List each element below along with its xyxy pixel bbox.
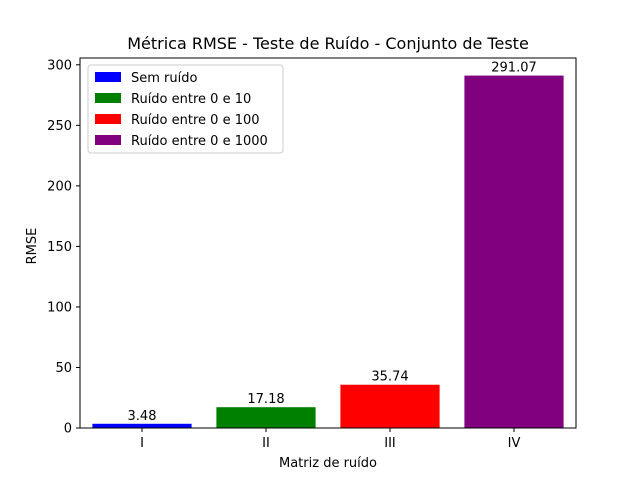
legend-entry: Sem ruído xyxy=(131,71,197,86)
bar-IV xyxy=(464,75,564,428)
legend-swatch xyxy=(95,72,121,82)
data-label-III: 35.74 xyxy=(371,370,408,385)
y-tick-label: 100 xyxy=(47,300,72,315)
y-tick-label: 50 xyxy=(55,361,72,376)
chart-title: Métrica RMSE - Teste de Ruído - Conjunto… xyxy=(127,34,529,53)
y-tick-label: 150 xyxy=(47,240,72,255)
data-labels-group: 3.48 17.18 35.74 291.07 xyxy=(128,61,537,424)
legend-swatch xyxy=(95,93,121,103)
bars-group xyxy=(92,75,564,428)
legend-swatch xyxy=(95,135,121,145)
legend-entry: Ruído entre 0 e 1000 xyxy=(131,134,268,149)
x-axis-label: Matriz de ruído xyxy=(279,456,377,471)
x-tick-label: II xyxy=(262,436,270,451)
legend: Sem ruído Ruído entre 0 e 10 Ruído entre 0… xyxy=(87,64,284,154)
bar-I xyxy=(92,423,192,428)
data-label-I: 3.48 xyxy=(128,409,157,424)
bar-II xyxy=(216,407,316,428)
y-axis-label: RMSE xyxy=(25,228,40,265)
data-label-IV: 291.07 xyxy=(491,61,537,76)
bar-III xyxy=(340,384,440,428)
y-axis: 0 50 100 150 200 250 300 xyxy=(47,58,80,437)
x-tick-label: I xyxy=(140,436,144,451)
plot-frame xyxy=(79,57,577,429)
y-tick-label: 200 xyxy=(47,179,72,194)
data-label-II: 17.18 xyxy=(247,392,284,407)
x-tick-label: III xyxy=(384,436,396,451)
x-tick-label: IV xyxy=(508,436,521,451)
x-axis: I II III IV xyxy=(140,428,520,451)
y-tick-label: 250 xyxy=(47,119,72,134)
y-tick-label: 0 xyxy=(64,422,72,437)
y-tick-label: 300 xyxy=(47,58,72,73)
legend-entry: Ruído entre 0 e 10 xyxy=(131,92,251,107)
legend-swatch xyxy=(95,114,121,124)
legend-entry: Ruído entre 0 e 100 xyxy=(131,113,260,128)
legend-box xyxy=(87,64,284,154)
